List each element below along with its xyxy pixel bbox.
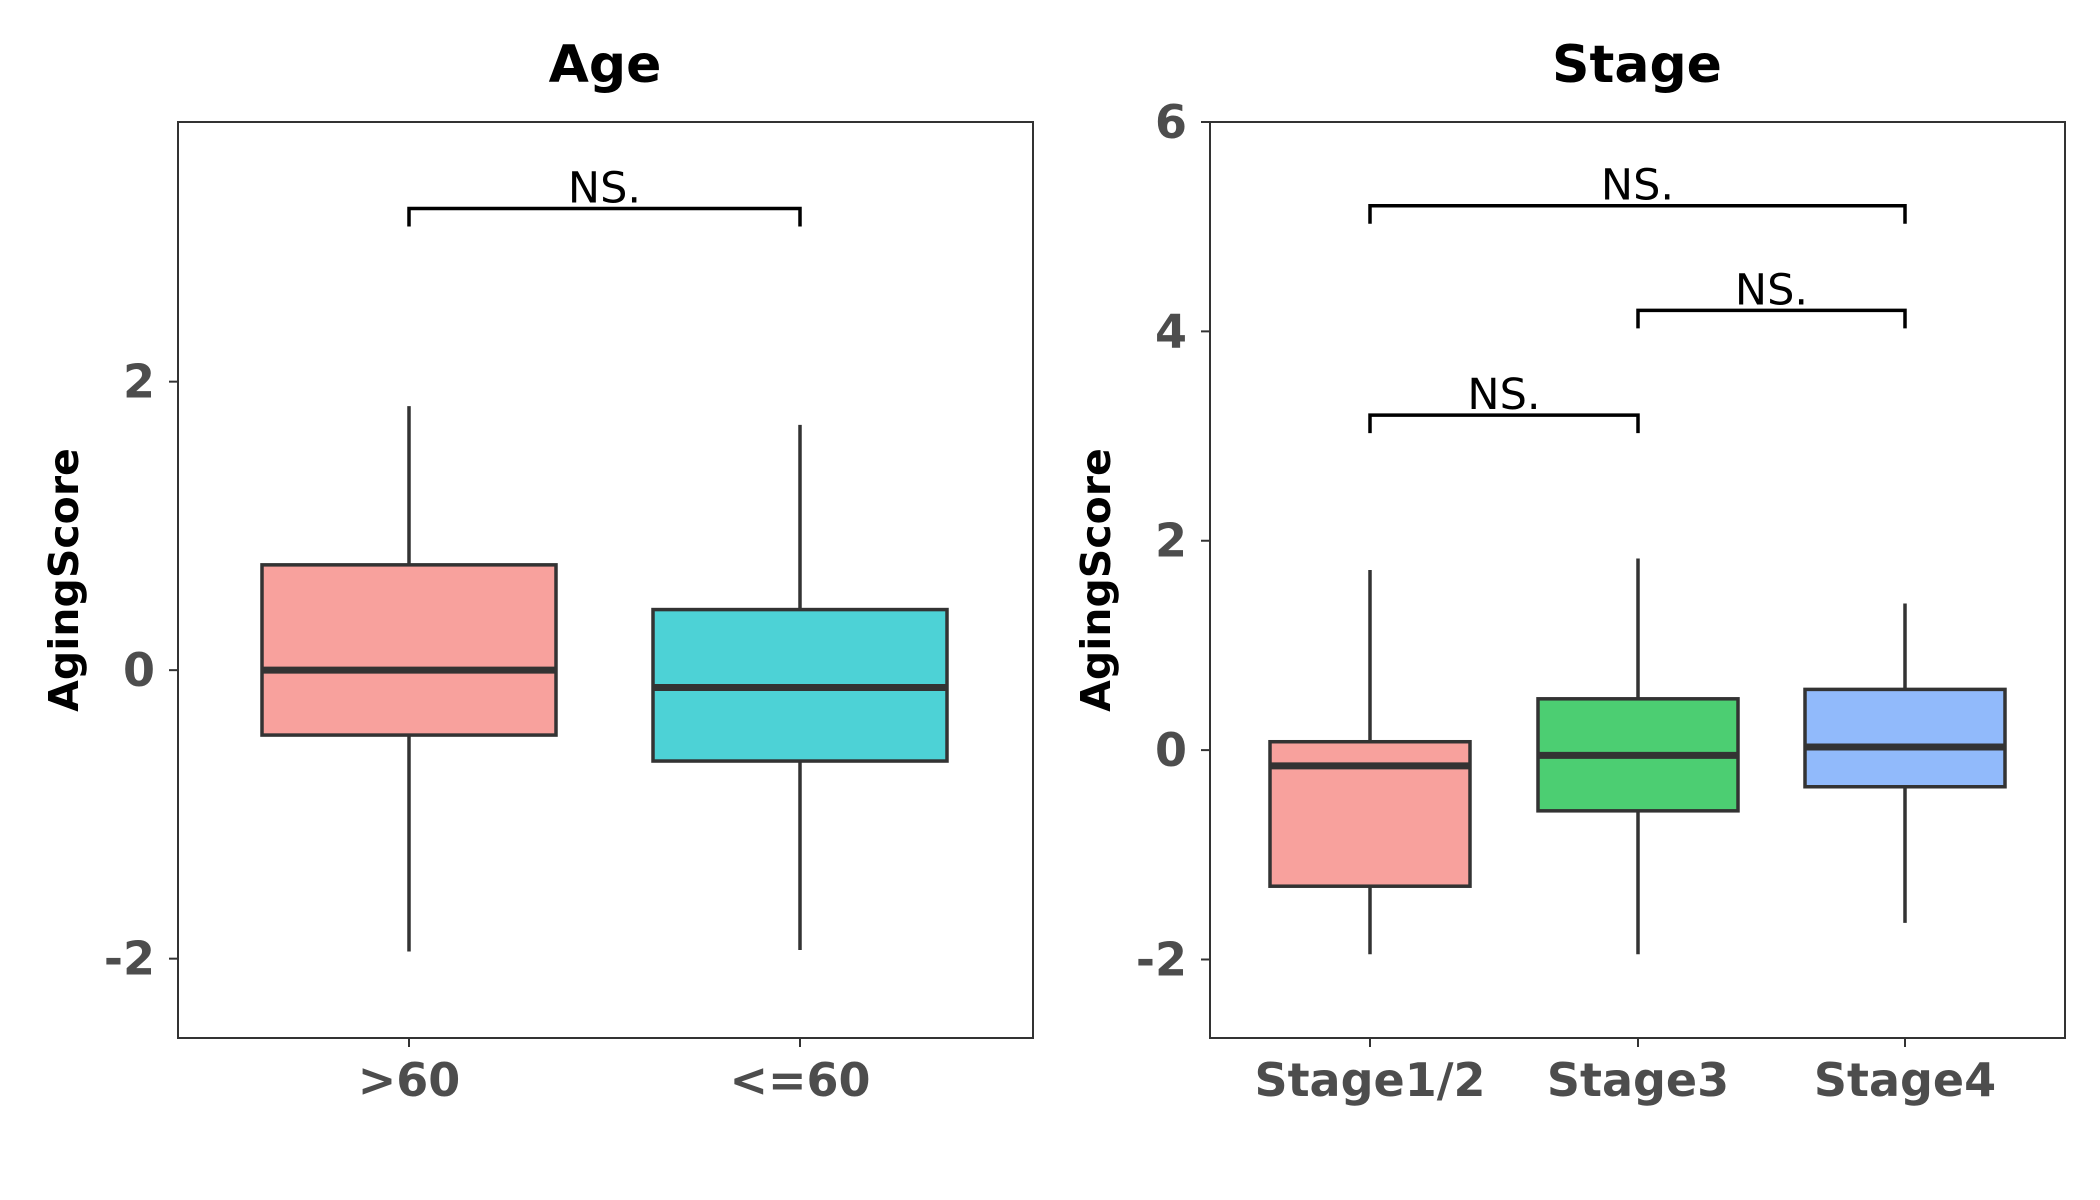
panel-stage: Stage AgingScore -2 0 2 4 6 Stage1/2 Stage3 Stage… [1072, 35, 2066, 1107]
bracket-line [1368, 203, 1907, 224]
significance-label: NS. [568, 164, 641, 214]
panel-title: Age [549, 35, 662, 95]
panel-title: Stage [1552, 35, 1722, 95]
y-tick-label: 4 [1155, 304, 1187, 358]
box-Stage1/2 [1268, 570, 1472, 955]
x-tick-label: <=60 [729, 1053, 870, 1107]
panel-border [177, 121, 1034, 1039]
bracket-line [1368, 413, 1640, 434]
box-Stage4 [1803, 603, 2007, 923]
y-tick-label: -2 [1136, 932, 1187, 986]
y-tick-label: 2 [1155, 514, 1187, 568]
x-tick-label: Stage3 [1547, 1053, 1729, 1107]
significance-bracket: NS. [1636, 265, 1907, 329]
y-tick-label: 6 [1155, 95, 1187, 149]
y-axis-label: AgingScore [40, 448, 88, 712]
bracket-line [407, 206, 802, 227]
y-tick-label: 0 [123, 643, 155, 697]
x-tick-label: >60 [358, 1053, 461, 1107]
significance-bracket: NS. [1368, 161, 1907, 224]
box->60 [260, 406, 558, 952]
box-<=60 [651, 424, 949, 951]
y-axis-label: AgingScore [1072, 448, 1120, 712]
x-tick-label: Stage4 [1814, 1053, 1996, 1107]
bracket-line [1636, 308, 1907, 329]
box-Stage3 [1536, 558, 1740, 955]
y-tick-label: 2 [123, 355, 155, 409]
x-tick-label: Stage1/2 [1254, 1053, 1485, 1107]
significance-label: NS. [1601, 161, 1674, 211]
box-iqr [1803, 687, 2007, 789]
y-tick-label: 0 [1155, 723, 1187, 777]
significance-label: NS. [1735, 265, 1808, 315]
significance-bracket: NS. [1368, 370, 1640, 434]
panel-age: Age AgingScore -2 0 2 >60 <=60 NS. [40, 35, 1034, 1107]
significance-label: NS. [1467, 370, 1540, 420]
box-iqr [260, 563, 558, 737]
y-tick-label: -2 [104, 932, 155, 986]
significance-bracket: NS. [407, 164, 802, 227]
